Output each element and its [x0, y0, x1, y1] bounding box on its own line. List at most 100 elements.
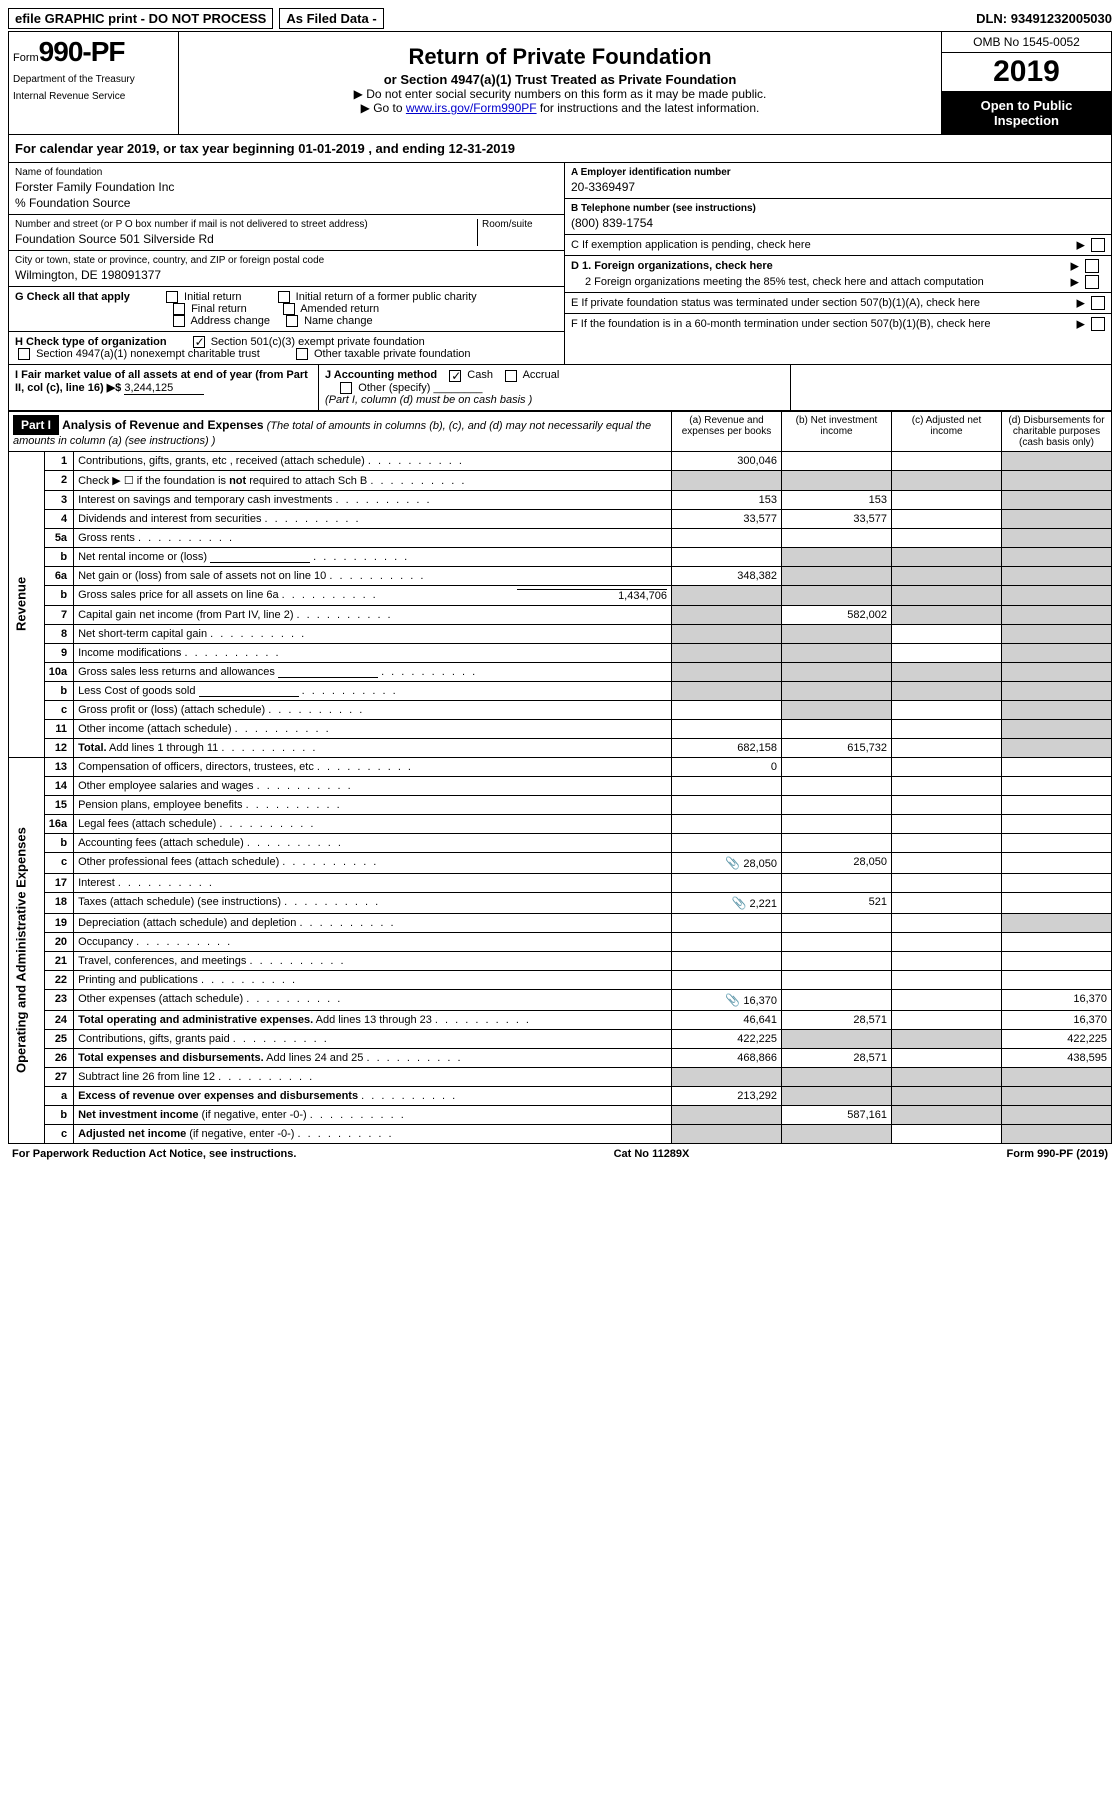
chk-cash[interactable]	[449, 370, 461, 382]
amt-c	[892, 528, 1002, 547]
row-desc: Other professional fees (attach schedule…	[74, 852, 672, 873]
row-desc: Gross rents	[74, 528, 672, 547]
amt-b: 28,571	[782, 1048, 892, 1067]
row-number: b	[44, 547, 73, 566]
amt-b	[782, 528, 892, 547]
section-i: I Fair market value of all assets at end…	[9, 365, 319, 409]
amt-d	[1002, 852, 1112, 873]
address-cell: Number and street (or P O box number if …	[9, 215, 564, 251]
chk-4947a1[interactable]	[18, 348, 30, 360]
chk-d2[interactable]	[1085, 275, 1099, 289]
arrow-icon: ▶	[1077, 297, 1085, 310]
row-desc: Check ▶ ☐ if the foundation is not requi…	[74, 470, 672, 490]
row-desc: Other employee salaries and wages	[74, 776, 672, 795]
amt-a	[672, 470, 782, 490]
amt-c	[892, 1010, 1002, 1029]
chk-e[interactable]	[1091, 296, 1105, 310]
table-row: Operating and Administrative Expenses13C…	[9, 757, 1112, 776]
amt-b	[782, 719, 892, 738]
table-row: bAccounting fees (attach schedule)	[9, 833, 1112, 852]
row-number: 13	[44, 757, 73, 776]
amt-d	[1002, 873, 1112, 892]
row-number: 7	[44, 605, 73, 624]
chk-amended-return[interactable]	[283, 303, 295, 315]
col-b-header: (b) Net investment income	[782, 411, 892, 451]
col-d-header: (d) Disbursements for charitable purpose…	[1002, 411, 1112, 451]
amt-a: 📎 28,050	[672, 852, 782, 873]
chk-other-method[interactable]	[340, 382, 352, 394]
chk-other-taxable[interactable]	[296, 348, 308, 360]
chk-501c3[interactable]	[193, 336, 205, 348]
amt-c	[892, 566, 1002, 585]
amt-c	[892, 833, 1002, 852]
amt-b	[782, 585, 892, 605]
table-row: 3Interest on savings and temporary cash …	[9, 490, 1112, 509]
chk-name-change[interactable]	[286, 315, 298, 327]
section-d: D 1. Foreign organizations, check here ▶…	[565, 256, 1111, 293]
row-number: 27	[44, 1067, 73, 1086]
amt-b	[782, 1067, 892, 1086]
row-number: 6a	[44, 566, 73, 585]
amt-c	[892, 662, 1002, 681]
row-number: 12	[44, 738, 73, 757]
amt-d	[1002, 913, 1112, 932]
table-row: 17Interest	[9, 873, 1112, 892]
amt-c	[892, 1029, 1002, 1048]
amt-a	[672, 624, 782, 643]
row-number: 16a	[44, 814, 73, 833]
row-number: c	[44, 700, 73, 719]
row-desc: Taxes (attach schedule) (see instruction…	[74, 892, 672, 913]
row-desc: Compensation of officers, directors, tru…	[74, 757, 672, 776]
header-left: Form990-PF Department of the Treasury In…	[9, 32, 179, 134]
attachment-icon[interactable]: 📎	[725, 993, 740, 1007]
attachment-icon[interactable]: 📎	[731, 896, 746, 910]
row-desc: Legal fees (attach schedule)	[74, 814, 672, 833]
chk-address-change[interactable]	[173, 315, 185, 327]
amt-a	[672, 643, 782, 662]
part1-title: Analysis of Revenue and Expenses (The to…	[13, 420, 651, 447]
chk-initial-former[interactable]	[278, 291, 290, 303]
chk-f[interactable]	[1091, 317, 1105, 331]
amt-c	[892, 814, 1002, 833]
amt-a: 300,046	[672, 451, 782, 470]
amt-a	[672, 814, 782, 833]
footer-right: Form 990-PF (2019)	[1007, 1148, 1108, 1160]
chk-final-return[interactable]	[173, 303, 185, 315]
asfiled-box: As Filed Data -	[279, 8, 383, 29]
chk-c[interactable]	[1091, 238, 1105, 252]
form-subtitle: or Section 4947(a)(1) Trust Treated as P…	[185, 72, 935, 87]
section-e: E If private foundation status was termi…	[565, 293, 1111, 314]
irs-link[interactable]: www.irs.gov/Form990PF	[406, 101, 537, 115]
amt-d: 422,225	[1002, 1029, 1112, 1048]
chk-initial-return[interactable]	[166, 291, 178, 303]
row-number: b	[44, 1105, 73, 1124]
amt-b	[782, 566, 892, 585]
chk-accrual[interactable]	[505, 370, 517, 382]
amt-c	[892, 681, 1002, 700]
amt-c	[892, 585, 1002, 605]
table-row: 14Other employee salaries and wages	[9, 776, 1112, 795]
amt-d	[1002, 1067, 1112, 1086]
row-desc: Total expenses and disbursements. Add li…	[74, 1048, 672, 1067]
opadmin-label: Operating and Administrative Expenses	[9, 757, 45, 1143]
amt-d: 438,595	[1002, 1048, 1112, 1067]
row-ij: I Fair market value of all assets at end…	[8, 365, 1112, 410]
amt-d	[1002, 1105, 1112, 1124]
footer-left: For Paperwork Reduction Act Notice, see …	[12, 1148, 296, 1160]
row-desc: Capital gain net income (from Part IV, l…	[74, 605, 672, 624]
row-number: 18	[44, 892, 73, 913]
chk-d1[interactable]	[1085, 259, 1099, 273]
name-cell: Name of foundation Forster Family Founda…	[9, 163, 564, 215]
amt-b	[782, 776, 892, 795]
section-h: H Check type of organization Section 501…	[9, 332, 564, 364]
part1-table: Part I Analysis of Revenue and Expenses …	[8, 411, 1112, 1144]
attachment-icon[interactable]: 📎	[725, 856, 740, 870]
row-desc: Other expenses (attach schedule)	[74, 989, 672, 1010]
row-desc: Contributions, gifts, grants paid	[74, 1029, 672, 1048]
amt-d	[1002, 1124, 1112, 1143]
amt-a: 348,382	[672, 566, 782, 585]
amt-d	[1002, 700, 1112, 719]
arrow-icon: ▶	[1077, 318, 1085, 331]
table-row: 9Income modifications	[9, 643, 1112, 662]
form-number: 990-PF	[39, 36, 125, 67]
